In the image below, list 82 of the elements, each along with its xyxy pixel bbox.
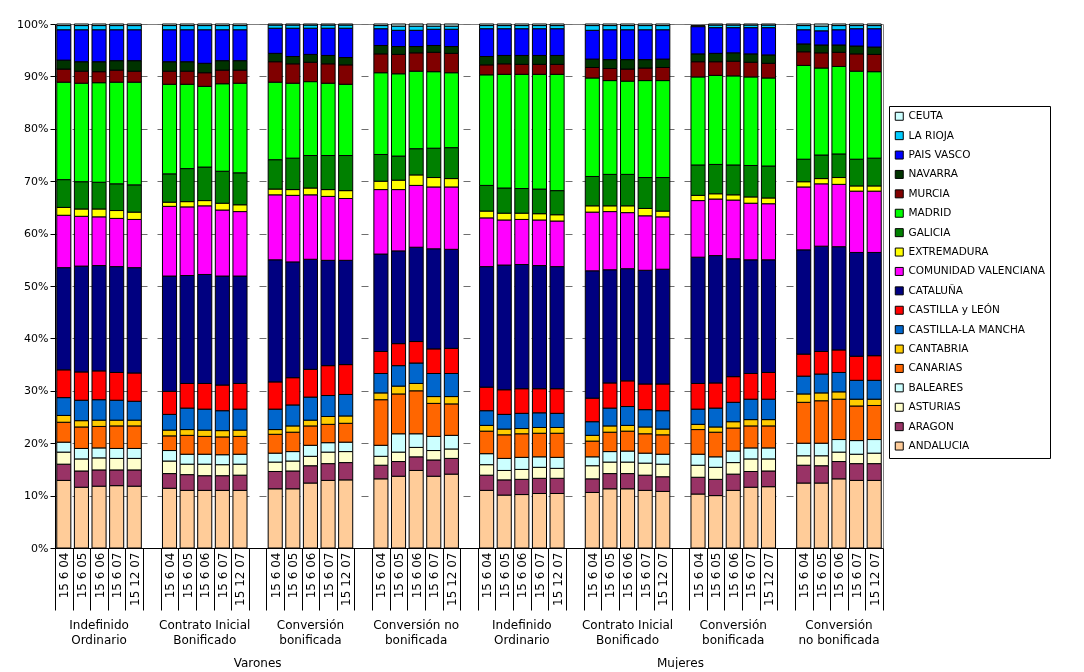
x-tick-label: 15 12 07 bbox=[339, 552, 354, 606]
x-tick-label: 15 6 04 bbox=[691, 552, 706, 599]
x-tick-label: 15 6 05 bbox=[603, 552, 618, 599]
y-tick-label: 50% bbox=[24, 279, 49, 293]
text: Conversión bonificada bbox=[276, 618, 345, 647]
y-tick-label: 80% bbox=[24, 122, 49, 136]
legend-label: GALICIA bbox=[908, 225, 952, 238]
x-tick-label: 15 12 07 bbox=[233, 552, 248, 606]
x-tick-label: 15 6 05 bbox=[814, 552, 829, 599]
legend-label: ASTURIAS bbox=[908, 400, 962, 413]
x-tick-label: 15 6 06 bbox=[92, 552, 107, 599]
x-tick-label: 15 6 05 bbox=[392, 552, 407, 599]
text: Conversión no bonificada bbox=[373, 618, 460, 647]
x-tick-label: 15 6 04 bbox=[797, 552, 812, 599]
text: Indefinido Ordinario bbox=[492, 618, 552, 647]
text: Mujeres bbox=[656, 656, 704, 670]
legend-label: BALEARES bbox=[908, 380, 964, 393]
y-tick-label: 60% bbox=[24, 227, 49, 241]
x-tick-label: 15 6 05 bbox=[709, 552, 724, 599]
legend-label: ARAGON bbox=[908, 419, 954, 432]
x-tick-label: 15 12 07 bbox=[127, 552, 142, 606]
x-tick-label: 15 12 07 bbox=[656, 552, 671, 606]
x-tick-label: 15 6 04 bbox=[585, 552, 600, 599]
x-tick-label: 15 12 07 bbox=[867, 552, 882, 606]
bar bbox=[813, 23, 829, 27]
x-tick-label: 15 6 05 bbox=[180, 552, 195, 599]
legend-label: NAVARRA bbox=[908, 167, 959, 180]
legend-label: MADRID bbox=[908, 206, 952, 219]
y-tick-label: 90% bbox=[24, 69, 49, 83]
bar bbox=[390, 23, 407, 27]
x-tick-label: 15 6 06 bbox=[198, 552, 213, 599]
x-tick-label: 15 12 07 bbox=[444, 552, 459, 606]
x-tick-label: 15 6 04 bbox=[480, 552, 495, 599]
legend-label: CANTABRIA bbox=[908, 342, 970, 355]
bar bbox=[408, 23, 424, 27]
legend-label: CANARIAS bbox=[908, 361, 963, 374]
y-tick-label: 20% bbox=[24, 436, 49, 450]
x-tick-label: 15 6 05 bbox=[497, 552, 512, 599]
legend-label: MURCIA bbox=[908, 186, 951, 199]
x-tick-label: 15 6 06 bbox=[726, 552, 741, 599]
y-tick-label: 10% bbox=[24, 489, 49, 503]
x-tick-label: 15 6 06 bbox=[303, 552, 318, 599]
x-tick-label: 15 6 07 bbox=[321, 552, 336, 599]
x-tick-label: 15 6 05 bbox=[74, 552, 89, 599]
y-tick-label: 30% bbox=[24, 384, 49, 398]
text: Indefinido Ordinario bbox=[69, 618, 129, 647]
x-tick-label: 15 6 04 bbox=[374, 552, 389, 599]
legend-label: CATALUÑA bbox=[908, 283, 964, 296]
x-tick-label: 15 6 04 bbox=[57, 552, 72, 599]
legend-label: EXTREMADURA bbox=[908, 245, 990, 258]
legend-label: CEUTA bbox=[908, 109, 944, 122]
x-tick-label: 15 12 07 bbox=[550, 552, 565, 606]
legend-label: LA RIOJA bbox=[908, 128, 955, 141]
x-tick-label: 15 6 07 bbox=[427, 552, 442, 599]
legend-label: COMUNIDAD VALENCIANA bbox=[908, 264, 1046, 277]
y-tick-label: 100% bbox=[17, 17, 49, 31]
x-tick-label: 15 6 07 bbox=[744, 552, 759, 599]
legend-label: PAIS VASCO bbox=[908, 148, 971, 161]
x-tick-label: 15 6 04 bbox=[163, 552, 178, 599]
text: Conversión bonificada bbox=[699, 618, 767, 647]
x-tick-label: 15 6 06 bbox=[515, 552, 530, 599]
x-tick-label: 15 12 07 bbox=[761, 552, 776, 606]
text: Conversión no bonificada bbox=[798, 618, 880, 647]
text: Varones bbox=[233, 656, 282, 670]
legend-label: ANDALUCIA bbox=[908, 439, 971, 452]
x-tick-label: 15 6 06 bbox=[621, 552, 636, 599]
x-tick-label: 15 6 07 bbox=[110, 552, 125, 599]
text: Contrato Inicial Bonificado bbox=[581, 618, 674, 647]
x-tick-label: 15 6 05 bbox=[286, 552, 301, 599]
x-tick-label: 15 6 04 bbox=[268, 552, 283, 599]
x-tick-label: 15 6 06 bbox=[832, 552, 847, 599]
x-tick-label: 15 6 06 bbox=[409, 552, 424, 599]
y-tick-label: 40% bbox=[24, 331, 49, 345]
text: Contrato Inicial Bonificado bbox=[159, 618, 251, 647]
x-tick-label: 15 6 07 bbox=[215, 552, 230, 599]
x-tick-label: 15 6 07 bbox=[638, 552, 653, 599]
legend-label: CASTILLA-LA MANCHA bbox=[908, 322, 1026, 335]
legend-label: CASTILLA y LEÓN bbox=[908, 303, 1000, 316]
y-tick-label: 70% bbox=[24, 174, 49, 188]
y-tick-label: 0% bbox=[31, 541, 49, 555]
x-tick-label: 15 6 07 bbox=[850, 552, 865, 599]
x-tick-label: 15 6 07 bbox=[532, 552, 547, 599]
